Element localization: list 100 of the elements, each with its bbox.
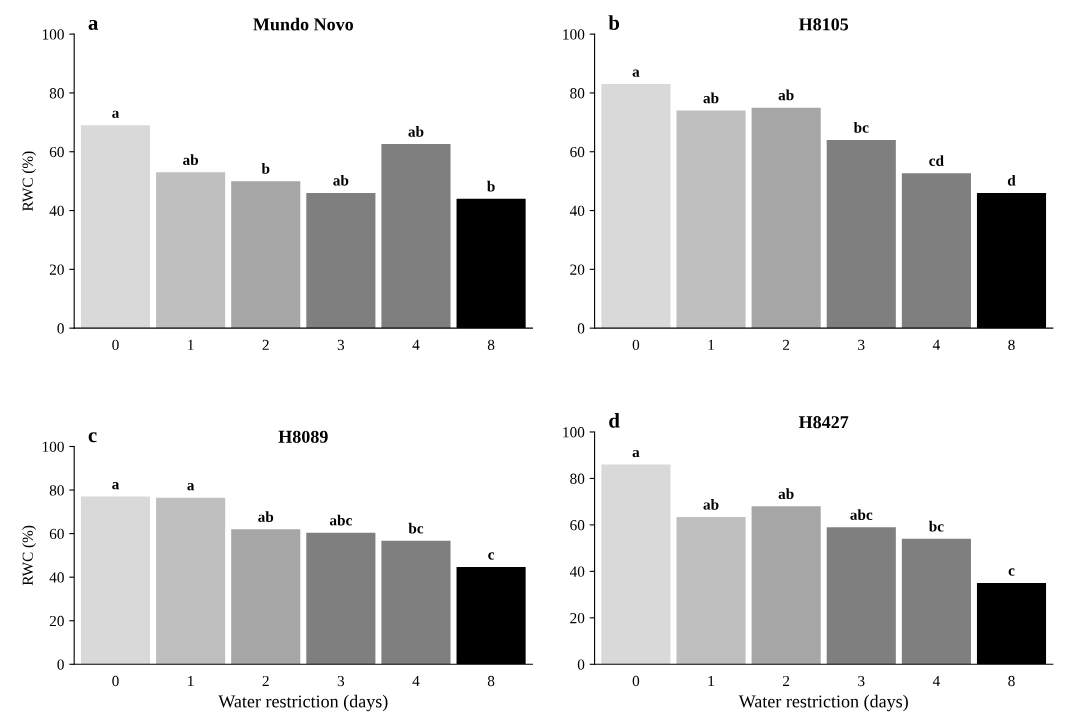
y-tick-label: 0: [577, 659, 585, 670]
data-label: ab: [703, 92, 719, 104]
y-tick-label: 80: [49, 485, 64, 496]
x-tick-label: 3: [337, 339, 345, 351]
chart-title: H8089: [278, 430, 328, 443]
x-tick-label: 1: [708, 339, 714, 350]
x-tick-label: 0: [632, 675, 640, 687]
bar: [156, 497, 226, 665]
x-tick-label: 2: [783, 339, 790, 350]
y-tick-label: 100: [563, 29, 585, 40]
x-tick-label: 8: [487, 339, 495, 351]
chart-title: H8105: [798, 18, 849, 31]
data-label: d: [1007, 174, 1016, 186]
bar: [751, 107, 821, 329]
x-tick-label: 0: [112, 339, 119, 351]
x-tick-label: 2: [262, 339, 269, 350]
bar: [156, 172, 226, 329]
x-tick-label: 1: [708, 675, 714, 686]
y-tick-label: 0: [57, 659, 64, 670]
y-tick-label: 20: [570, 264, 585, 275]
data-label: ab: [778, 488, 794, 500]
x-tick-label: 4: [412, 339, 420, 350]
bar: [826, 527, 896, 665]
data-label: a: [632, 69, 640, 77]
x-tick-label: 2: [262, 675, 269, 686]
data-label: a: [187, 483, 195, 491]
x-tick-label: 3: [858, 339, 865, 351]
bar: [676, 110, 746, 329]
data-label: bc: [853, 121, 869, 133]
data-label: ab: [703, 498, 719, 510]
bar: [231, 529, 301, 665]
data-label: ab: [408, 126, 424, 137]
x-tick-label: 4: [932, 675, 940, 686]
text: c: [88, 432, 97, 443]
y-tick-label: 60: [49, 146, 64, 158]
x-axis-title: Water restriction (days): [738, 694, 908, 712]
data-label: ab: [183, 154, 199, 166]
y-tick-label: 80: [49, 88, 64, 99]
chart-title: Mundo Novo: [253, 17, 354, 31]
y-tick-label: 20: [570, 612, 585, 624]
bar: [231, 181, 301, 329]
y-tick-label: 20: [49, 615, 64, 627]
y-tick-label: 60: [49, 528, 64, 540]
y-axis-title: RWC (%): [22, 151, 36, 212]
bar: [601, 84, 671, 329]
y-tick-label: 40: [569, 566, 585, 577]
text: a: [88, 19, 99, 30]
y-tick-label: 60: [570, 146, 585, 158]
data-label: c: [488, 552, 495, 560]
data-label: b: [487, 180, 495, 192]
x-tick-label: 8: [487, 675, 495, 687]
bar: [306, 532, 376, 665]
y-tick-label: 40: [569, 205, 585, 216]
y-tick-label: 0: [57, 323, 64, 334]
y-tick-label: 80: [570, 473, 585, 484]
x-tick-label: 2: [783, 675, 790, 686]
bar: [826, 139, 896, 329]
data-label: ab: [258, 511, 274, 522]
bar: [901, 173, 971, 329]
bar: [601, 464, 671, 665]
text: d: [609, 413, 620, 428]
x-tick-label: 0: [112, 675, 119, 687]
data-label: bc: [928, 520, 944, 532]
y-tick-label: 100: [563, 427, 585, 438]
x-tick-label: 8: [1008, 675, 1015, 687]
data-label: ab: [778, 89, 794, 101]
data-label: a: [112, 482, 120, 490]
bar: [80, 496, 151, 665]
bar: [751, 506, 821, 665]
data-label: a: [632, 449, 640, 458]
data-label: abc: [850, 509, 873, 520]
chart-title: H8427: [798, 416, 849, 429]
y-tick-label: 60: [570, 520, 585, 531]
x-tick-label: 0: [632, 339, 640, 351]
bar: [381, 144, 451, 329]
y-tick-label: 40: [49, 205, 64, 216]
text: b: [608, 15, 620, 30]
y-tick-label: 0: [577, 323, 585, 334]
y-axis-title: RWC (%): [22, 525, 36, 586]
y-tick-label: 100: [42, 441, 64, 452]
data-label: abc: [329, 514, 352, 526]
x-tick-label: 3: [337, 675, 345, 687]
x-tick-label: 4: [932, 339, 940, 350]
y-tick-label: 40: [49, 572, 64, 583]
x-tick-label: 1: [188, 675, 194, 686]
bar: [676, 517, 746, 665]
x-axis-title: Water restriction (days): [218, 694, 388, 712]
bar: [901, 538, 971, 665]
data-label: ab: [333, 174, 349, 186]
bar: [306, 192, 376, 329]
x-tick-label: 1: [188, 339, 194, 350]
y-tick-label: 100: [42, 29, 64, 40]
data-label: b: [261, 163, 270, 174]
bar: [80, 125, 151, 329]
data-label: bc: [408, 522, 424, 534]
data-label: c: [1008, 568, 1015, 576]
x-tick-label: 8: [1008, 339, 1015, 351]
x-tick-label: 4: [412, 675, 420, 686]
y-tick-label: 20: [49, 264, 64, 275]
x-tick-label: 3: [858, 675, 865, 687]
